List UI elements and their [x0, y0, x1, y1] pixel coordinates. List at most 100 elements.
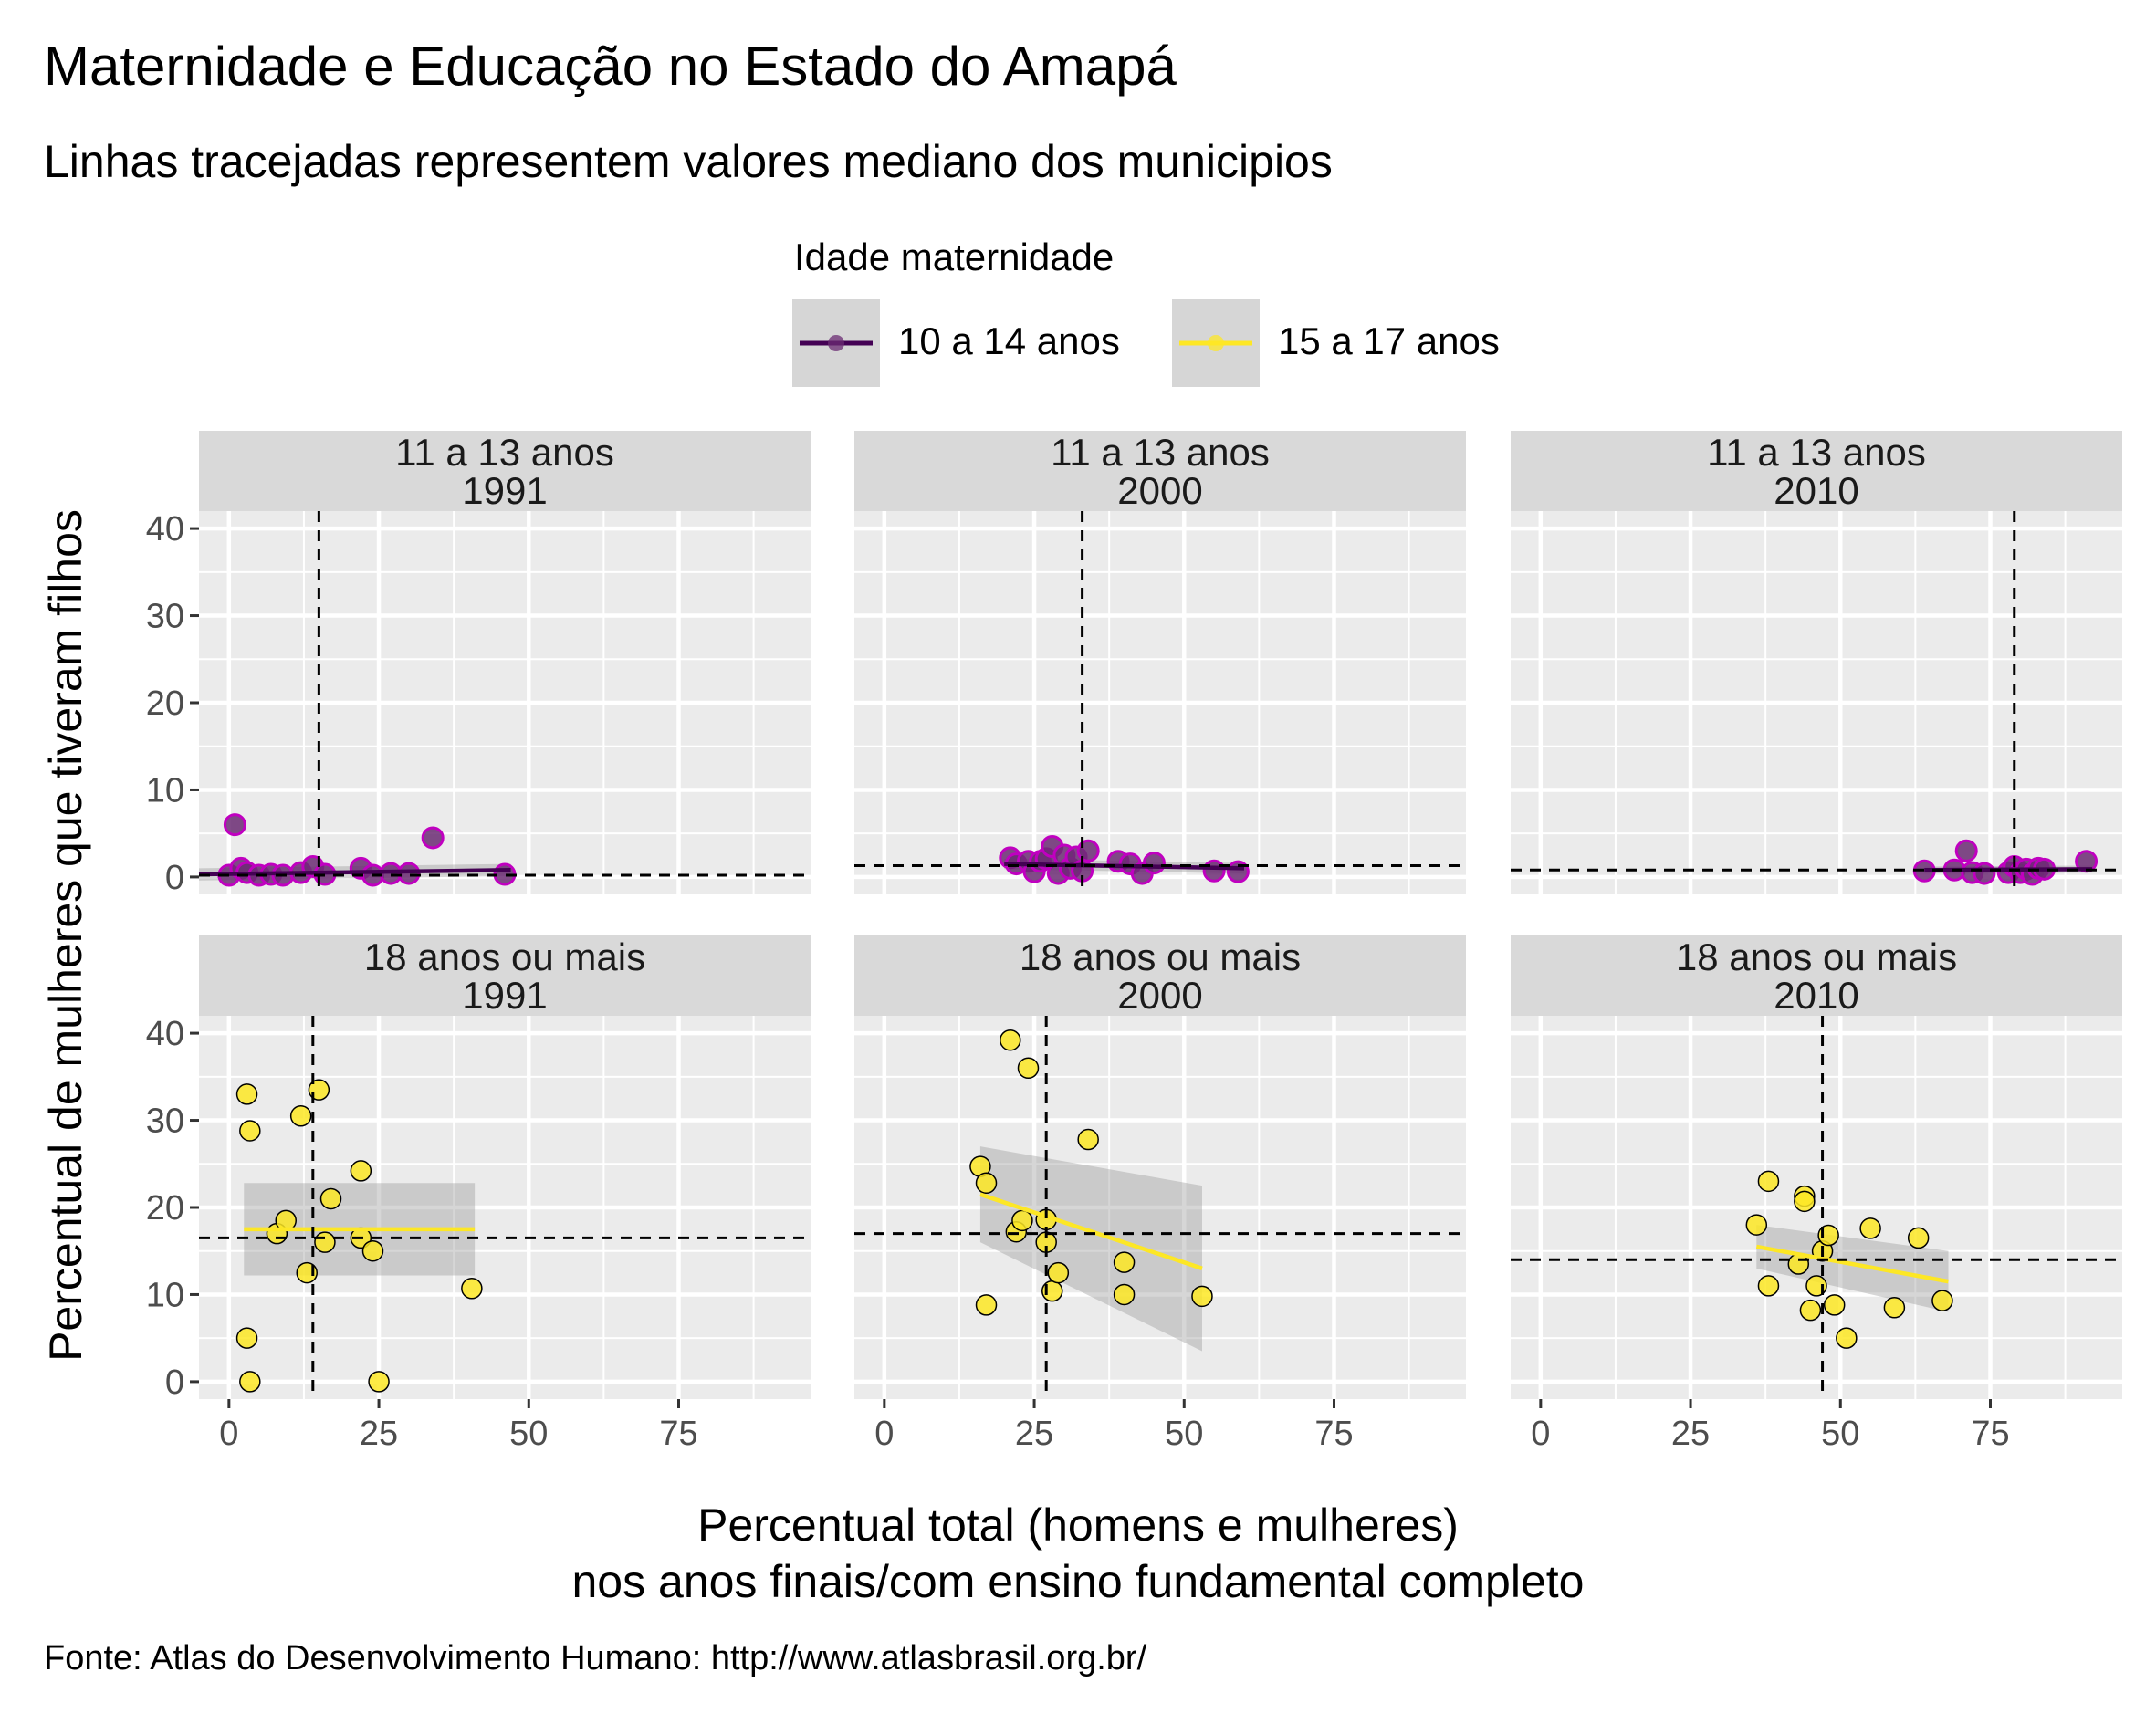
facet-strip-label: 11 a 13 anos	[1707, 431, 1926, 474]
facet-strip	[854, 431, 1466, 511]
facet-strip-label: 18 anos ou mais	[364, 935, 645, 978]
facet-strip-label: 2000	[1117, 469, 1202, 512]
x-tick-label: 25	[1671, 1415, 1710, 1453]
facet-strip-label: 11 a 13 anos	[395, 431, 614, 474]
legend-swatch-15-17	[1179, 335, 1252, 351]
facet-strip-label: 2010	[1774, 469, 1858, 512]
fit-line	[1755, 1244, 1949, 1284]
facet-strip-label: 1991	[462, 974, 547, 1017]
y-tick-label: 20	[146, 1189, 184, 1228]
data-point	[368, 1371, 390, 1393]
y-tick-label: 10	[146, 771, 184, 810]
data-point	[1745, 1214, 1768, 1236]
data-point	[1202, 859, 1226, 883]
data-point	[1000, 1029, 1021, 1051]
facet-strip-label: 2000	[1117, 974, 1202, 1017]
data-point	[239, 1371, 261, 1393]
y-tick-label: 30	[146, 598, 184, 636]
facet-strip-label: 18 anos ou mais	[1020, 935, 1301, 978]
data-point	[361, 1239, 384, 1262]
chart-title: Maternidade e Educação no Estado do Amap…	[44, 36, 1177, 97]
data-point	[1954, 839, 1978, 862]
data-point	[314, 1231, 336, 1253]
legend-label-15-17: 15 a 17 anos	[1278, 319, 1500, 362]
x-tick-label: 0	[219, 1415, 238, 1453]
facet-strip	[1511, 935, 2122, 1016]
x-tick-label: 50	[509, 1415, 548, 1453]
legend-key-15-17	[1172, 299, 1260, 387]
data-point	[1794, 1190, 1816, 1213]
x-tick-label: 25	[1015, 1415, 1053, 1453]
facet-strip	[199, 935, 811, 1016]
data-point	[1973, 862, 1996, 885]
fit-line	[979, 1192, 1203, 1270]
legend-label-10-14: 10 a 14 anos	[898, 319, 1120, 362]
data-point	[975, 1294, 998, 1316]
data-point	[1859, 1217, 1881, 1239]
x-axis-label-line-2: nos anos finais/com ensino fundamental c…	[571, 1556, 1585, 1607]
data-point	[1142, 852, 1166, 875]
data-point	[235, 1083, 258, 1105]
data-point	[289, 1105, 312, 1127]
data-point	[1883, 1297, 1906, 1319]
data-point	[1931, 1290, 1953, 1311]
y-tick-label: 40	[146, 510, 184, 549]
y-axis-label: Percentual de mulheres que tiveram filho…	[40, 509, 91, 1362]
data-point	[1047, 1261, 1070, 1284]
x-tick-label: 25	[360, 1415, 398, 1453]
facet-strip	[854, 935, 1466, 1016]
fit-line	[198, 868, 511, 877]
data-point	[239, 1120, 261, 1142]
facet-strip	[199, 431, 811, 511]
facet-strip-label: 1991	[462, 469, 547, 512]
data-point	[1907, 1227, 1930, 1249]
data-point	[1191, 1285, 1213, 1308]
data-point	[319, 1187, 342, 1210]
legend-title: Idade maternidade	[794, 235, 1115, 278]
data-point	[421, 826, 445, 850]
confidence-band	[1756, 1225, 1949, 1312]
data-point	[1823, 1294, 1846, 1316]
data-point	[223, 813, 246, 837]
facet-strip-label: 2010	[1774, 974, 1858, 1017]
x-tick-label: 0	[1531, 1415, 1550, 1453]
confidence-band	[979, 1146, 1202, 1352]
data-point	[1113, 1283, 1136, 1306]
data-point	[1077, 1128, 1099, 1151]
data-point	[1017, 1057, 1040, 1080]
y-tick-label: 0	[165, 859, 184, 897]
data-point	[1113, 1251, 1136, 1273]
facet-strip-label: 11 a 13 anos	[1051, 431, 1270, 474]
y-tick-label: 10	[146, 1276, 184, 1314]
x-axis-label-line-1: Percentual total (homens e mulheres)	[697, 1499, 1459, 1551]
data-point	[1799, 1299, 1822, 1322]
x-tick-label: 50	[1821, 1415, 1859, 1453]
x-tick-label: 75	[659, 1415, 697, 1453]
y-tick-label: 20	[146, 684, 184, 723]
x-axis-label: Percentual total (homens e mulheres) nos…	[0, 1497, 2156, 1610]
y-tick-label: 0	[165, 1364, 184, 1402]
data-point	[975, 1172, 998, 1195]
x-tick-label: 75	[1314, 1415, 1353, 1453]
facet-strip	[1511, 431, 2122, 511]
caption: Fonte: Atlas do Desenvolvimento Humano: …	[44, 1639, 1147, 1677]
facet-strip-label: 18 anos ou mais	[1676, 935, 1957, 978]
data-point	[1836, 1327, 1858, 1349]
data-point	[1757, 1170, 1780, 1193]
x-tick-label: 0	[874, 1415, 894, 1453]
x-tick-label: 50	[1165, 1415, 1203, 1453]
data-point	[461, 1278, 483, 1300]
y-tick-label: 30	[146, 1102, 184, 1141]
x-tick-label: 75	[1971, 1415, 2009, 1453]
legend-swatch-10-14	[800, 335, 873, 351]
data-point	[235, 1327, 258, 1349]
data-point	[1757, 1275, 1780, 1297]
legend-key-10-14	[792, 299, 880, 387]
